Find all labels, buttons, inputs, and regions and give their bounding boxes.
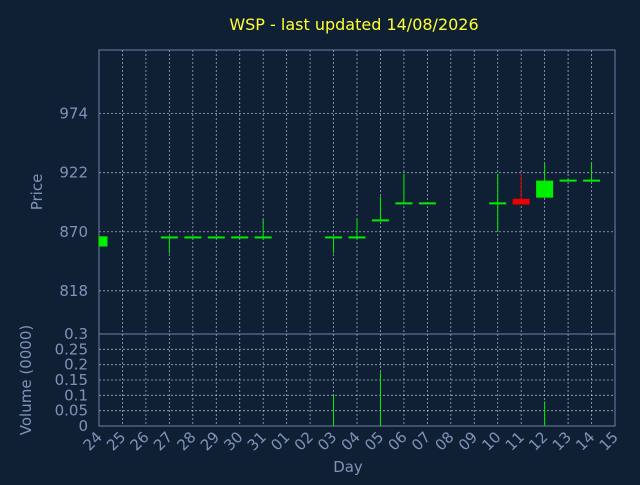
candle-body-12 (536, 180, 554, 198)
volume-axis-label: Volume (0000) (17, 325, 35, 435)
price-tick-label: 922 (59, 164, 88, 182)
candle-body-29 (207, 236, 225, 239)
volume-panel-frame (98, 333, 616, 427)
candle-body-24 (99, 236, 108, 247)
candles-group (98, 163, 601, 254)
candle-body-04 (348, 236, 366, 239)
candle-body-07 (418, 202, 436, 205)
volume-tick-label: 0.25 (55, 340, 88, 358)
volume-tick-label: 0.05 (55, 402, 88, 420)
candle-body-27 (160, 236, 178, 239)
price-axis-label: Price (28, 174, 46, 211)
price-gridlines (99, 50, 615, 334)
day-axis-label: Day (333, 458, 363, 476)
candle-body-28 (184, 236, 202, 239)
volume-tick-label: 0.2 (64, 356, 88, 374)
candle-body-11 (512, 198, 530, 205)
candle-body-05 (371, 219, 389, 222)
volume-tick-labels: 00.050.10.150.20.250.3 (55, 325, 88, 435)
volume-tick-label: 0.1 (64, 386, 88, 404)
volume-bars-group (333, 372, 546, 426)
candle-body-31 (254, 236, 272, 239)
candle-body-03 (325, 236, 343, 239)
volume-tick-label: 0.3 (64, 325, 88, 343)
chart-title: WSP - last updated 14/08/2026 (229, 15, 478, 34)
volume-tick-label: 0 (78, 417, 88, 435)
candle-body-14 (583, 179, 601, 182)
price-tick-label: 818 (59, 282, 88, 300)
day-tick-labels: 2425262728293031010203040506070809101112… (80, 428, 622, 454)
price-tick-labels: 818 870 922 974 (59, 105, 88, 300)
volume-tick-label: 0.15 (55, 371, 88, 389)
candle-body-13 (559, 179, 577, 182)
price-tick-label: 974 (59, 105, 88, 123)
price-tick-label: 870 (59, 223, 88, 241)
candle-body-30 (231, 236, 249, 239)
candle-body-06 (395, 202, 413, 205)
candle-body-10 (489, 202, 507, 205)
